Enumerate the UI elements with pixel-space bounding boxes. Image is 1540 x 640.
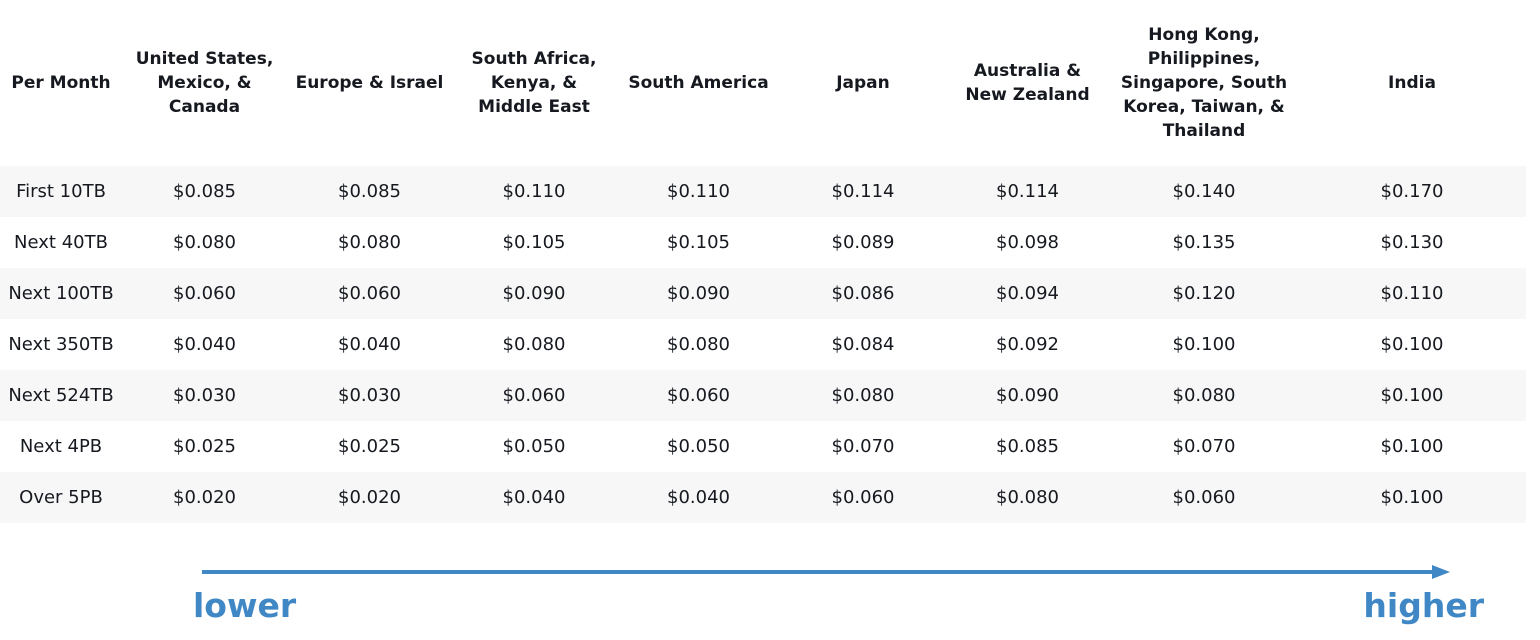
table-row: Next 100TB $0.060 $0.060 $0.090 $0.090 $0.086… — [0, 268, 1526, 319]
price-cell: $0.020 — [122, 472, 287, 523]
tier-label-cell: Next 40TB — [0, 217, 122, 268]
header-japan: Japan — [836, 73, 890, 93]
price-cell: $0.050 — [616, 421, 781, 472]
price-cell: $0.060 — [1110, 472, 1298, 523]
price-cell: $0.105 — [616, 217, 781, 268]
price-cell: $0.089 — [781, 217, 945, 268]
header-south-africa-kenya-middle-east: South Africa, Kenya, & Middle East — [471, 49, 597, 117]
price-cell: $0.135 — [1110, 217, 1298, 268]
table-row: First 10TB $0.085 $0.085 $0.110 $0.110 $0.114… — [0, 166, 1526, 217]
price-cell: $0.120 — [1110, 268, 1298, 319]
tier-label-cell: Over 5PB — [0, 472, 122, 523]
table-row: Next 350TB $0.040 $0.040 $0.080 $0.080 $0.084… — [0, 319, 1526, 370]
price-cell: $0.114 — [945, 166, 1110, 217]
price-cell: $0.140 — [1110, 166, 1298, 217]
pricing-table: Per Month United States, Mexico, & Canad… — [0, 0, 1526, 523]
price-cell: $0.085 — [122, 166, 287, 217]
scale-label-lower: lower — [193, 586, 297, 625]
price-cell: $0.080 — [945, 472, 1110, 523]
price-cell: $0.040 — [452, 472, 616, 523]
price-cell: $0.092 — [945, 319, 1110, 370]
price-cell: $0.084 — [781, 319, 945, 370]
price-cell: $0.040 — [122, 319, 287, 370]
price-cell: $0.060 — [452, 370, 616, 421]
price-cell: $0.100 — [1298, 421, 1526, 472]
header-per-month: Per Month — [11, 73, 111, 93]
price-cell: $0.030 — [287, 370, 452, 421]
price-cell: $0.114 — [781, 166, 945, 217]
price-cell: $0.090 — [452, 268, 616, 319]
price-cell: $0.100 — [1298, 472, 1526, 523]
header-australia-new-zealand: Australia & New Zealand — [965, 61, 1090, 105]
tier-label-cell: Next 524TB — [0, 370, 122, 421]
price-cell: $0.085 — [945, 421, 1110, 472]
table-row: Next 4PB $0.025 $0.025 $0.050 $0.050 $0.070 $0… — [0, 421, 1526, 472]
header-us-mexico-canada: United States, Mexico, & Canada — [135, 49, 274, 117]
table-row: Next 40TB $0.080 $0.080 $0.105 $0.105 $0.089 $… — [0, 217, 1526, 268]
price-cell: $0.110 — [616, 166, 781, 217]
price-cell: $0.080 — [122, 217, 287, 268]
tier-label-cell: Next 4PB — [0, 421, 122, 472]
price-cell: $0.098 — [945, 217, 1110, 268]
price-cell: $0.060 — [781, 472, 945, 523]
price-cell: $0.094 — [945, 268, 1110, 319]
price-cell: $0.080 — [287, 217, 452, 268]
header-row: Per Month United States, Mexico, & Canad… — [0, 0, 1526, 166]
price-cell: $0.110 — [1298, 268, 1526, 319]
price-cell: $0.090 — [616, 268, 781, 319]
right-arrow-icon — [202, 565, 1450, 579]
header-south-america: South America — [628, 73, 769, 93]
header-asia-pacific: Hong Kong, Philippines, Singapore, South… — [1120, 25, 1288, 141]
price-cell: $0.105 — [452, 217, 616, 268]
tier-label-cell: Next 100TB — [0, 268, 122, 319]
price-cell: $0.130 — [1298, 217, 1526, 268]
price-cell: $0.070 — [1110, 421, 1298, 472]
price-cell: $0.080 — [452, 319, 616, 370]
price-cell: $0.080 — [616, 319, 781, 370]
price-cell: $0.070 — [781, 421, 945, 472]
price-cell: $0.025 — [122, 421, 287, 472]
tier-label-cell: First 10TB — [0, 166, 122, 217]
price-cell: $0.030 — [122, 370, 287, 421]
table-row: Over 5PB $0.020 $0.020 $0.040 $0.040 $0.060 $0… — [0, 472, 1526, 523]
price-cell: $0.080 — [1110, 370, 1298, 421]
pricing-table-body: First 10TB $0.085 $0.085 $0.110 $0.110 $0.114… — [0, 166, 1526, 523]
price-cell: $0.086 — [781, 268, 945, 319]
price-cell: $0.040 — [616, 472, 781, 523]
header-europe-israel: Europe & Israel — [295, 73, 444, 93]
price-cell: $0.170 — [1298, 166, 1526, 217]
price-cell: $0.100 — [1110, 319, 1298, 370]
header-india: India — [1388, 73, 1436, 93]
price-cell: $0.085 — [287, 166, 452, 217]
price-cell: $0.080 — [781, 370, 945, 421]
price-cell: $0.100 — [1298, 370, 1526, 421]
scale-label-higher: higher — [1363, 586, 1484, 625]
price-cell: $0.100 — [1298, 319, 1526, 370]
price-cell: $0.110 — [452, 166, 616, 217]
price-cell: $0.090 — [945, 370, 1110, 421]
table-row: Next 524TB $0.030 $0.030 $0.060 $0.060 $0.080… — [0, 370, 1526, 421]
price-cell: $0.050 — [452, 421, 616, 472]
price-cell: $0.040 — [287, 319, 452, 370]
tier-label-cell: Next 350TB — [0, 319, 122, 370]
price-cell: $0.025 — [287, 421, 452, 472]
price-cell: $0.060 — [287, 268, 452, 319]
price-cell: $0.060 — [122, 268, 287, 319]
price-cell: $0.060 — [616, 370, 781, 421]
price-cell: $0.020 — [287, 472, 452, 523]
pricing-table-header: Per Month United States, Mexico, & Canad… — [0, 0, 1526, 166]
